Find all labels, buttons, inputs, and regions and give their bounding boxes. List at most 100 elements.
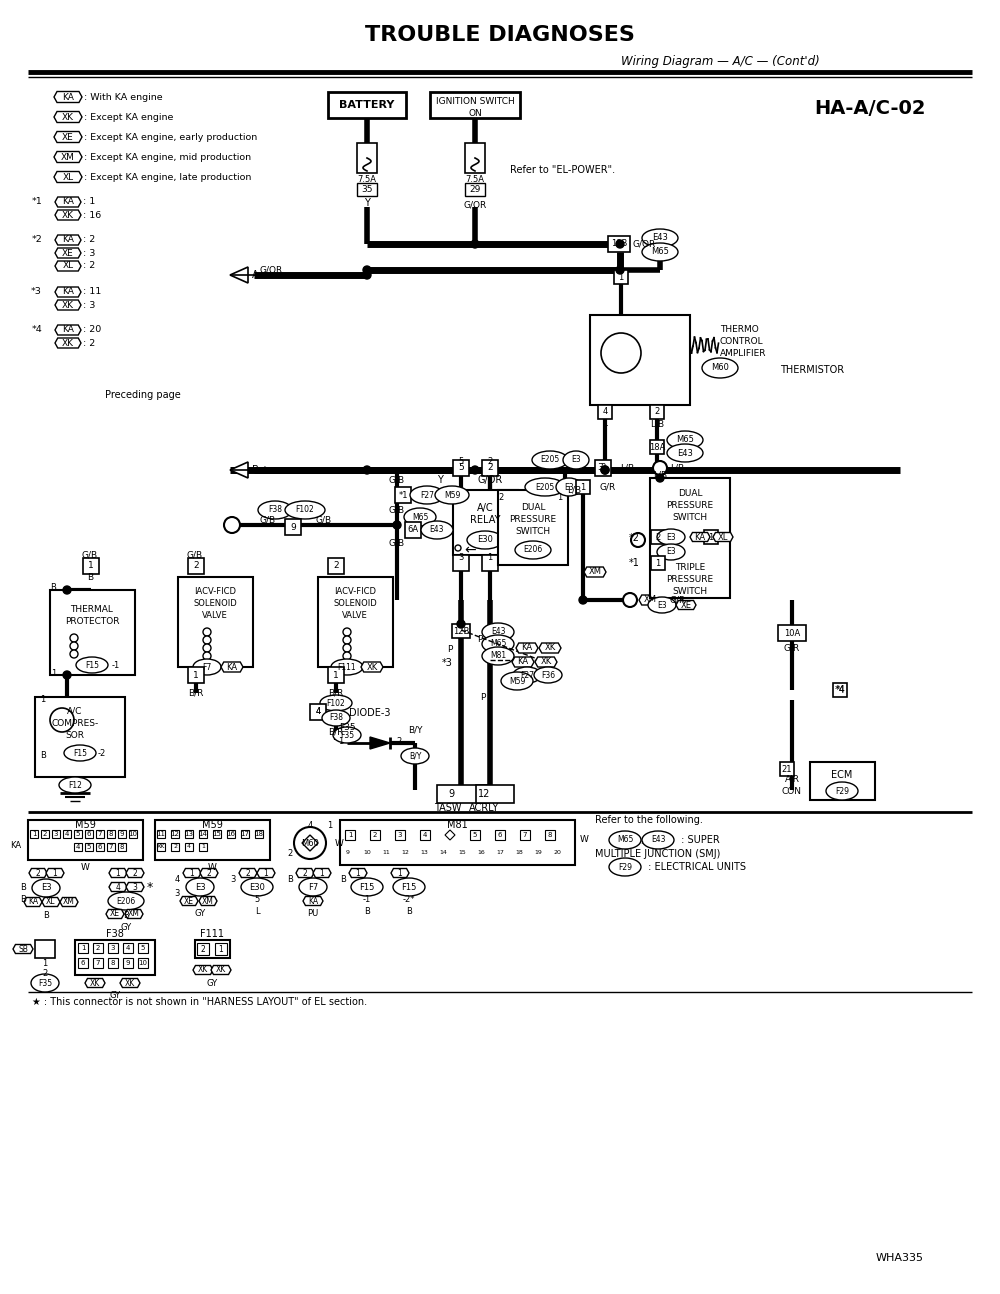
- Text: F27: F27: [420, 490, 434, 499]
- Bar: [108, 958, 118, 968]
- Text: KA: KA: [694, 533, 706, 541]
- Text: P: P: [448, 646, 453, 655]
- Bar: [241, 829, 249, 839]
- Circle shape: [471, 239, 479, 248]
- Bar: [28, 820, 143, 861]
- Polygon shape: [713, 533, 733, 541]
- Bar: [545, 829, 555, 840]
- Ellipse shape: [64, 745, 96, 761]
- Polygon shape: [391, 868, 409, 877]
- Text: XM: XM: [128, 910, 140, 919]
- Text: B: B: [43, 911, 49, 920]
- Bar: [35, 697, 125, 776]
- Text: 1: 1: [320, 868, 324, 877]
- Polygon shape: [54, 132, 82, 142]
- Ellipse shape: [642, 831, 674, 849]
- Polygon shape: [183, 868, 201, 877]
- Text: M60: M60: [301, 839, 319, 848]
- Text: XK: XK: [544, 643, 556, 652]
- Text: G/B: G/B: [260, 515, 276, 524]
- Polygon shape: [211, 965, 231, 974]
- Polygon shape: [54, 92, 82, 102]
- Bar: [96, 842, 104, 851]
- Text: A: A: [252, 270, 259, 280]
- Text: 1: 1: [580, 483, 586, 492]
- Text: M65: M65: [617, 836, 633, 845]
- Bar: [590, 314, 690, 405]
- Ellipse shape: [702, 358, 738, 378]
- Bar: [188, 558, 204, 575]
- Text: -2: -2: [98, 748, 106, 757]
- Ellipse shape: [556, 477, 582, 496]
- Bar: [178, 577, 253, 666]
- Circle shape: [70, 650, 78, 659]
- Bar: [74, 842, 82, 851]
- Text: 7: 7: [98, 831, 102, 837]
- Text: F35: F35: [340, 731, 354, 739]
- Text: 7: 7: [96, 960, 100, 967]
- Text: B: B: [40, 752, 46, 761]
- Text: : Except KA engine, early production: : Except KA engine, early production: [84, 132, 257, 141]
- Polygon shape: [690, 533, 710, 541]
- Ellipse shape: [648, 597, 676, 613]
- Text: E3: E3: [657, 600, 667, 609]
- Bar: [453, 490, 518, 555]
- Polygon shape: [54, 172, 82, 182]
- Ellipse shape: [513, 666, 541, 683]
- Ellipse shape: [241, 879, 273, 895]
- Polygon shape: [199, 897, 217, 906]
- Polygon shape: [221, 663, 243, 672]
- Bar: [213, 829, 221, 839]
- Bar: [498, 490, 568, 565]
- Ellipse shape: [193, 659, 221, 675]
- Text: 9: 9: [126, 960, 130, 967]
- Text: G/B: G/B: [389, 475, 405, 484]
- Text: G/R: G/R: [784, 643, 800, 652]
- Ellipse shape: [482, 635, 514, 653]
- Polygon shape: [313, 868, 331, 877]
- Text: KA: KA: [517, 657, 529, 666]
- Text: ,: ,: [640, 835, 644, 845]
- Ellipse shape: [826, 782, 858, 800]
- Bar: [345, 829, 355, 840]
- Polygon shape: [126, 868, 144, 877]
- Text: DIODE-3: DIODE-3: [349, 708, 391, 718]
- Bar: [199, 829, 207, 839]
- Bar: [41, 829, 49, 839]
- Bar: [357, 144, 377, 173]
- Bar: [96, 829, 104, 839]
- Circle shape: [616, 267, 624, 274]
- Bar: [650, 440, 664, 454]
- Text: 6: 6: [87, 831, 91, 837]
- Text: 6: 6: [81, 960, 85, 967]
- Text: L: L: [255, 907, 259, 916]
- Bar: [227, 829, 235, 839]
- Text: ←: ←: [464, 543, 476, 556]
- Circle shape: [363, 466, 371, 474]
- Bar: [155, 820, 270, 861]
- Text: XM: XM: [644, 595, 656, 604]
- Bar: [650, 477, 730, 598]
- Bar: [420, 829, 430, 840]
- Text: : Except KA engine: : Except KA engine: [84, 113, 173, 122]
- Text: GY: GY: [194, 910, 206, 919]
- Polygon shape: [55, 248, 81, 258]
- Polygon shape: [54, 151, 82, 163]
- Text: L/B: L/B: [650, 419, 664, 428]
- Text: M65: M65: [412, 512, 428, 521]
- Text: VALVE: VALVE: [202, 612, 228, 621]
- Text: 10: 10: [128, 831, 138, 837]
- Text: B: B: [50, 584, 56, 593]
- Text: XK: XK: [90, 978, 100, 987]
- Text: IACV-FICD: IACV-FICD: [194, 587, 236, 597]
- Polygon shape: [55, 210, 81, 220]
- Text: 5: 5: [87, 844, 91, 850]
- Bar: [370, 829, 380, 840]
- Bar: [598, 405, 612, 419]
- Circle shape: [623, 593, 637, 607]
- Circle shape: [653, 461, 667, 475]
- Bar: [340, 820, 575, 864]
- Text: 11: 11: [382, 849, 390, 854]
- Text: M59: M59: [202, 820, 222, 829]
- Bar: [810, 762, 875, 800]
